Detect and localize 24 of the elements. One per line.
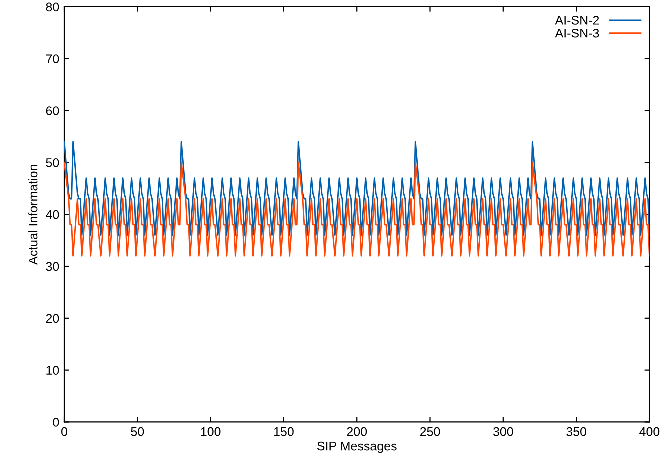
legend-label: AI-SN-2 (555, 16, 600, 25)
y-tick-label: 20 (46, 314, 60, 324)
x-tick-label: 200 (347, 427, 368, 436)
y-tick-label: 50 (46, 158, 60, 168)
x-axis-title: SIP Messages (317, 442, 397, 454)
y-axis-title: Actual Information (28, 165, 38, 265)
x-tick-label: 0 (62, 427, 68, 436)
y-tick-label: 80 (46, 2, 60, 12)
x-tick-label: 250 (420, 427, 440, 436)
x-tick-label: 150 (274, 427, 294, 436)
x-tick-label: 100 (201, 427, 221, 436)
y-tick-label: 40 (46, 210, 60, 220)
y-tick-label: 60 (46, 106, 60, 116)
x-tick-label: 400 (640, 427, 660, 436)
y-tick-label: 70 (46, 54, 60, 64)
legend-label: AI-SN-3 (555, 28, 600, 38)
y-tick-label: 30 (46, 262, 60, 272)
line-series (64, 162, 650, 257)
x-tick-label: 300 (493, 427, 514, 436)
x-tick-label: 350 (566, 427, 586, 436)
y-tick-label: 10 (46, 366, 60, 375)
x-tick-label: 50 (131, 427, 144, 436)
y-tick-label: 0 (53, 418, 60, 427)
line-series (64, 141, 650, 236)
